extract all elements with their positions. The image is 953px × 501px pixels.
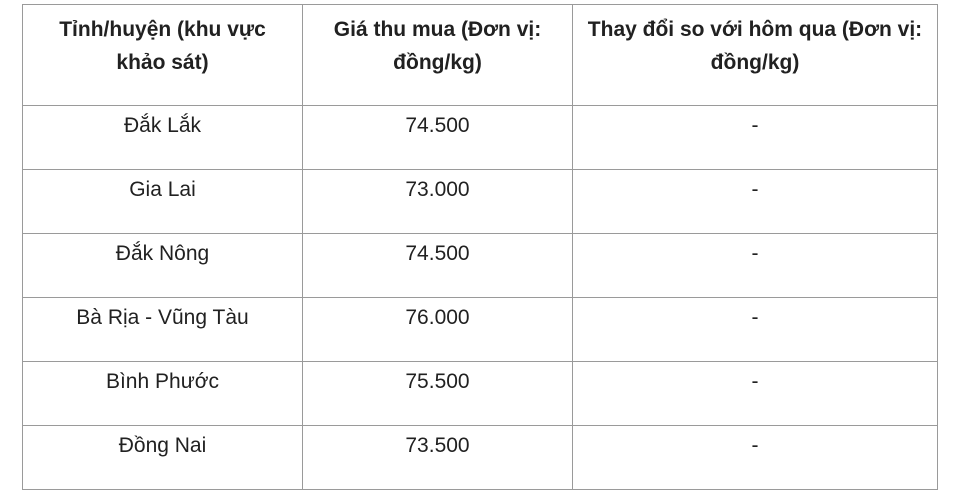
column-header-region: Tỉnh/huyện (khu vực khảo sát)	[22, 4, 303, 106]
table-row: Bình Phước 75.500 -	[22, 361, 938, 426]
region-cell: Bình Phước	[22, 361, 303, 426]
price-cell: 73.000	[302, 169, 573, 234]
price-cell: 76.000	[302, 297, 573, 362]
price-cell: 74.500	[302, 105, 573, 170]
table-row: Bà Rịa - Vũng Tàu 76.000 -	[22, 297, 938, 362]
change-cell: -	[572, 233, 938, 298]
table-row: Đắk Nông 74.500 -	[22, 233, 938, 298]
column-header-change: Thay đổi so với hôm qua (Đơn vị: đồng/kg…	[572, 4, 938, 106]
region-cell: Đồng Nai	[22, 425, 303, 490]
header-row: Tỉnh/huyện (khu vực khảo sát) Giá thu mu…	[22, 4, 938, 106]
change-cell: -	[572, 425, 938, 490]
page: Tỉnh/huyện (khu vực khảo sát) Giá thu mu…	[22, 4, 953, 490]
price-cell: 74.500	[302, 233, 573, 298]
change-cell: -	[572, 297, 938, 362]
change-cell: -	[572, 169, 938, 234]
price-cell: 75.500	[302, 361, 573, 426]
pepper-price-table: Tỉnh/huyện (khu vực khảo sát) Giá thu mu…	[22, 4, 938, 490]
change-cell: -	[572, 105, 938, 170]
price-cell: 73.500	[302, 425, 573, 490]
region-cell: Bà Rịa - Vũng Tàu	[22, 297, 303, 362]
table-row: Đồng Nai 73.500 -	[22, 425, 938, 490]
table-row: Gia Lai 73.000 -	[22, 169, 938, 234]
region-cell: Gia Lai	[22, 169, 303, 234]
table-row: Đắk Lắk 74.500 -	[22, 105, 938, 170]
change-cell: -	[572, 361, 938, 426]
region-cell: Đắk Nông	[22, 233, 303, 298]
region-cell: Đắk Lắk	[22, 105, 303, 170]
column-header-price: Giá thu mua (Đơn vị: đồng/kg)	[302, 4, 573, 106]
